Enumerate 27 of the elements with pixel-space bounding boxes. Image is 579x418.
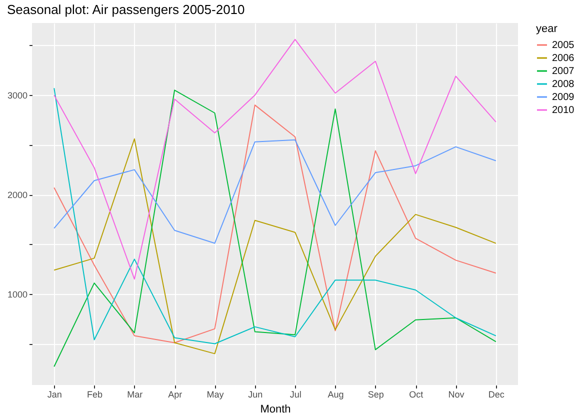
x-tick-label: Jan — [47, 390, 62, 400]
x-tick-label: Dec — [488, 390, 505, 400]
chart-title: Seasonal plot: Air passengers 2005-2010 — [6, 2, 245, 17]
x-tick-label: Oct — [409, 390, 424, 400]
legend-label: 2010 — [552, 105, 575, 116]
x-tick-label: Apr — [168, 390, 182, 400]
line-series — [54, 139, 496, 244]
line-series — [54, 138, 496, 354]
x-tick-label: Feb — [87, 390, 103, 400]
x-tick-label: Jun — [248, 390, 263, 400]
legend-title: year — [536, 23, 558, 35]
x-axis-title: Month — [260, 404, 291, 416]
y-tick-label: 2000 — [7, 190, 28, 200]
x-tick-label: Jul — [290, 390, 302, 400]
x-tick-label: Nov — [448, 390, 465, 400]
legend-label: 2009 — [552, 92, 575, 103]
line-series — [54, 38, 496, 280]
legend-label: 2007 — [552, 66, 575, 77]
y-tick-label: 1000 — [7, 290, 28, 300]
x-tick-label: Sep — [368, 390, 384, 400]
y-tick-label: 3000 — [7, 90, 28, 101]
x-tick-label: Aug — [328, 390, 344, 400]
legend-label: 2005 — [552, 40, 575, 51]
x-tick-label: May — [206, 390, 224, 400]
x-tick-label: Mar — [127, 390, 143, 400]
legend-label: 2008 — [552, 79, 575, 90]
legend-label: 2006 — [552, 53, 575, 64]
